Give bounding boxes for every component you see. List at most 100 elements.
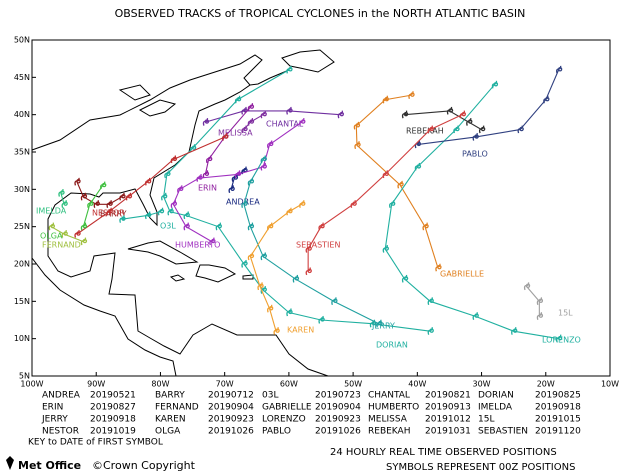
position-symbol	[80, 222, 88, 231]
position-symbol	[267, 222, 274, 231]
position-symbol	[267, 304, 274, 313]
position-symbol	[382, 244, 389, 253]
y-tick-label: 40N	[14, 110, 30, 119]
track-label: PABLO	[462, 150, 488, 159]
position-symbol	[472, 132, 479, 141]
position-symbol	[478, 125, 486, 134]
met-office-logo: Met Office	[6, 456, 81, 472]
y-tick-label: 5N	[19, 372, 30, 381]
key-note: KEY to DATE of FIRST SYMBOL	[28, 438, 163, 448]
track-label: O3L	[160, 222, 176, 231]
key-date: 20190923	[315, 415, 361, 425]
jamaica	[169, 274, 186, 282]
position-symbol	[183, 211, 190, 220]
position-symbol	[286, 207, 293, 216]
track-label: KAREN	[287, 326, 314, 335]
key-name: BARRY	[155, 391, 185, 401]
position-symbol	[422, 222, 429, 231]
position-symbol	[247, 177, 255, 186]
track-label: MELISSA	[218, 129, 253, 138]
key-name: ERIN	[42, 403, 63, 413]
position-symbol	[305, 244, 312, 253]
position-symbol	[170, 155, 177, 164]
logo-text: Met Office	[18, 459, 81, 472]
position-symbol	[61, 230, 68, 238]
position-symbol	[260, 162, 267, 171]
position-symbol	[100, 181, 107, 190]
cuba	[127, 240, 199, 265]
position-symbol	[401, 110, 409, 119]
position-symbol	[260, 286, 267, 294]
position-symbol	[74, 230, 81, 238]
key-name: PABLO	[262, 427, 291, 437]
track-label: LORENZO	[542, 336, 581, 345]
key-date: 20190712	[208, 391, 254, 401]
key-name: HUMBERTO	[368, 403, 419, 413]
position-symbol	[318, 222, 325, 231]
position-symbol	[299, 118, 306, 126]
key-name: DORIAN	[478, 391, 514, 401]
x-tick-label: 50W	[344, 380, 362, 389]
position-symbol	[556, 65, 563, 74]
map-title: OBSERVED TRACKS of TROPICAL CYCLONES in …	[115, 7, 526, 20]
coastline	[31, 54, 329, 377]
key-name: NESTOR	[42, 427, 79, 437]
key-name: SEBASTIEN	[478, 427, 528, 437]
position-symbol	[202, 118, 210, 126]
track-label: OLGA	[40, 232, 63, 241]
position-symbol	[80, 237, 88, 246]
key-name: CHANTAL	[368, 391, 410, 401]
position-symbol	[234, 170, 242, 179]
position-symbol	[414, 162, 422, 171]
position-symbol	[125, 192, 133, 201]
cyclone-track	[355, 94, 439, 268]
position-symbol	[353, 121, 360, 130]
y-tick-label: 35N	[14, 148, 30, 157]
y-tick-label: 25N	[14, 222, 30, 231]
track-label: HUMBERTO	[175, 241, 220, 250]
position-symbol	[427, 125, 434, 134]
position-symbol	[472, 312, 479, 320]
position-symbol	[435, 263, 442, 272]
position-symbol	[459, 110, 466, 119]
position-symbol	[536, 312, 544, 320]
position-symbol	[93, 200, 100, 208]
key-name: MELISSA	[368, 415, 408, 425]
map-frame	[31, 39, 611, 377]
key-date: 20190923	[208, 415, 254, 425]
key-date: 20190918	[90, 415, 136, 425]
position-symbol	[196, 174, 203, 182]
position-symbol	[161, 192, 168, 201]
cyclone-track	[121, 211, 161, 220]
y-tick-label: 10N	[14, 334, 30, 343]
y-tick-label: 30N	[14, 185, 30, 194]
position-symbol	[183, 222, 190, 231]
key-date: 20190913	[425, 403, 471, 413]
cyclone-track	[76, 136, 225, 235]
position-symbol	[106, 200, 113, 208]
key-date: 20190821	[425, 391, 471, 401]
position-symbol	[318, 315, 325, 324]
position-symbol	[511, 327, 518, 335]
position-symbol	[286, 308, 293, 317]
track-label: REBEKAH	[406, 127, 444, 136]
x-tick-label: 10W	[601, 380, 619, 389]
key-name: JERRY	[41, 415, 68, 425]
position-symbol	[145, 211, 152, 220]
position-symbol	[189, 144, 197, 152]
y-tick-label: 20N	[14, 260, 30, 269]
position-symbol	[80, 192, 88, 201]
position-symbol	[241, 259, 248, 268]
position-symbol	[247, 252, 255, 261]
position-symbol	[157, 207, 165, 216]
position-symbol	[350, 200, 357, 208]
position-symbol	[446, 106, 454, 115]
position-symbol	[408, 91, 415, 99]
track-label: FERNAND	[42, 241, 81, 250]
x-tick-label: 20W	[537, 380, 555, 389]
position-symbol	[523, 282, 531, 291]
position-symbol	[87, 200, 94, 208]
key-date: 20190521	[90, 391, 136, 401]
position-symbol	[389, 200, 396, 208]
position-symbol	[247, 118, 255, 126]
